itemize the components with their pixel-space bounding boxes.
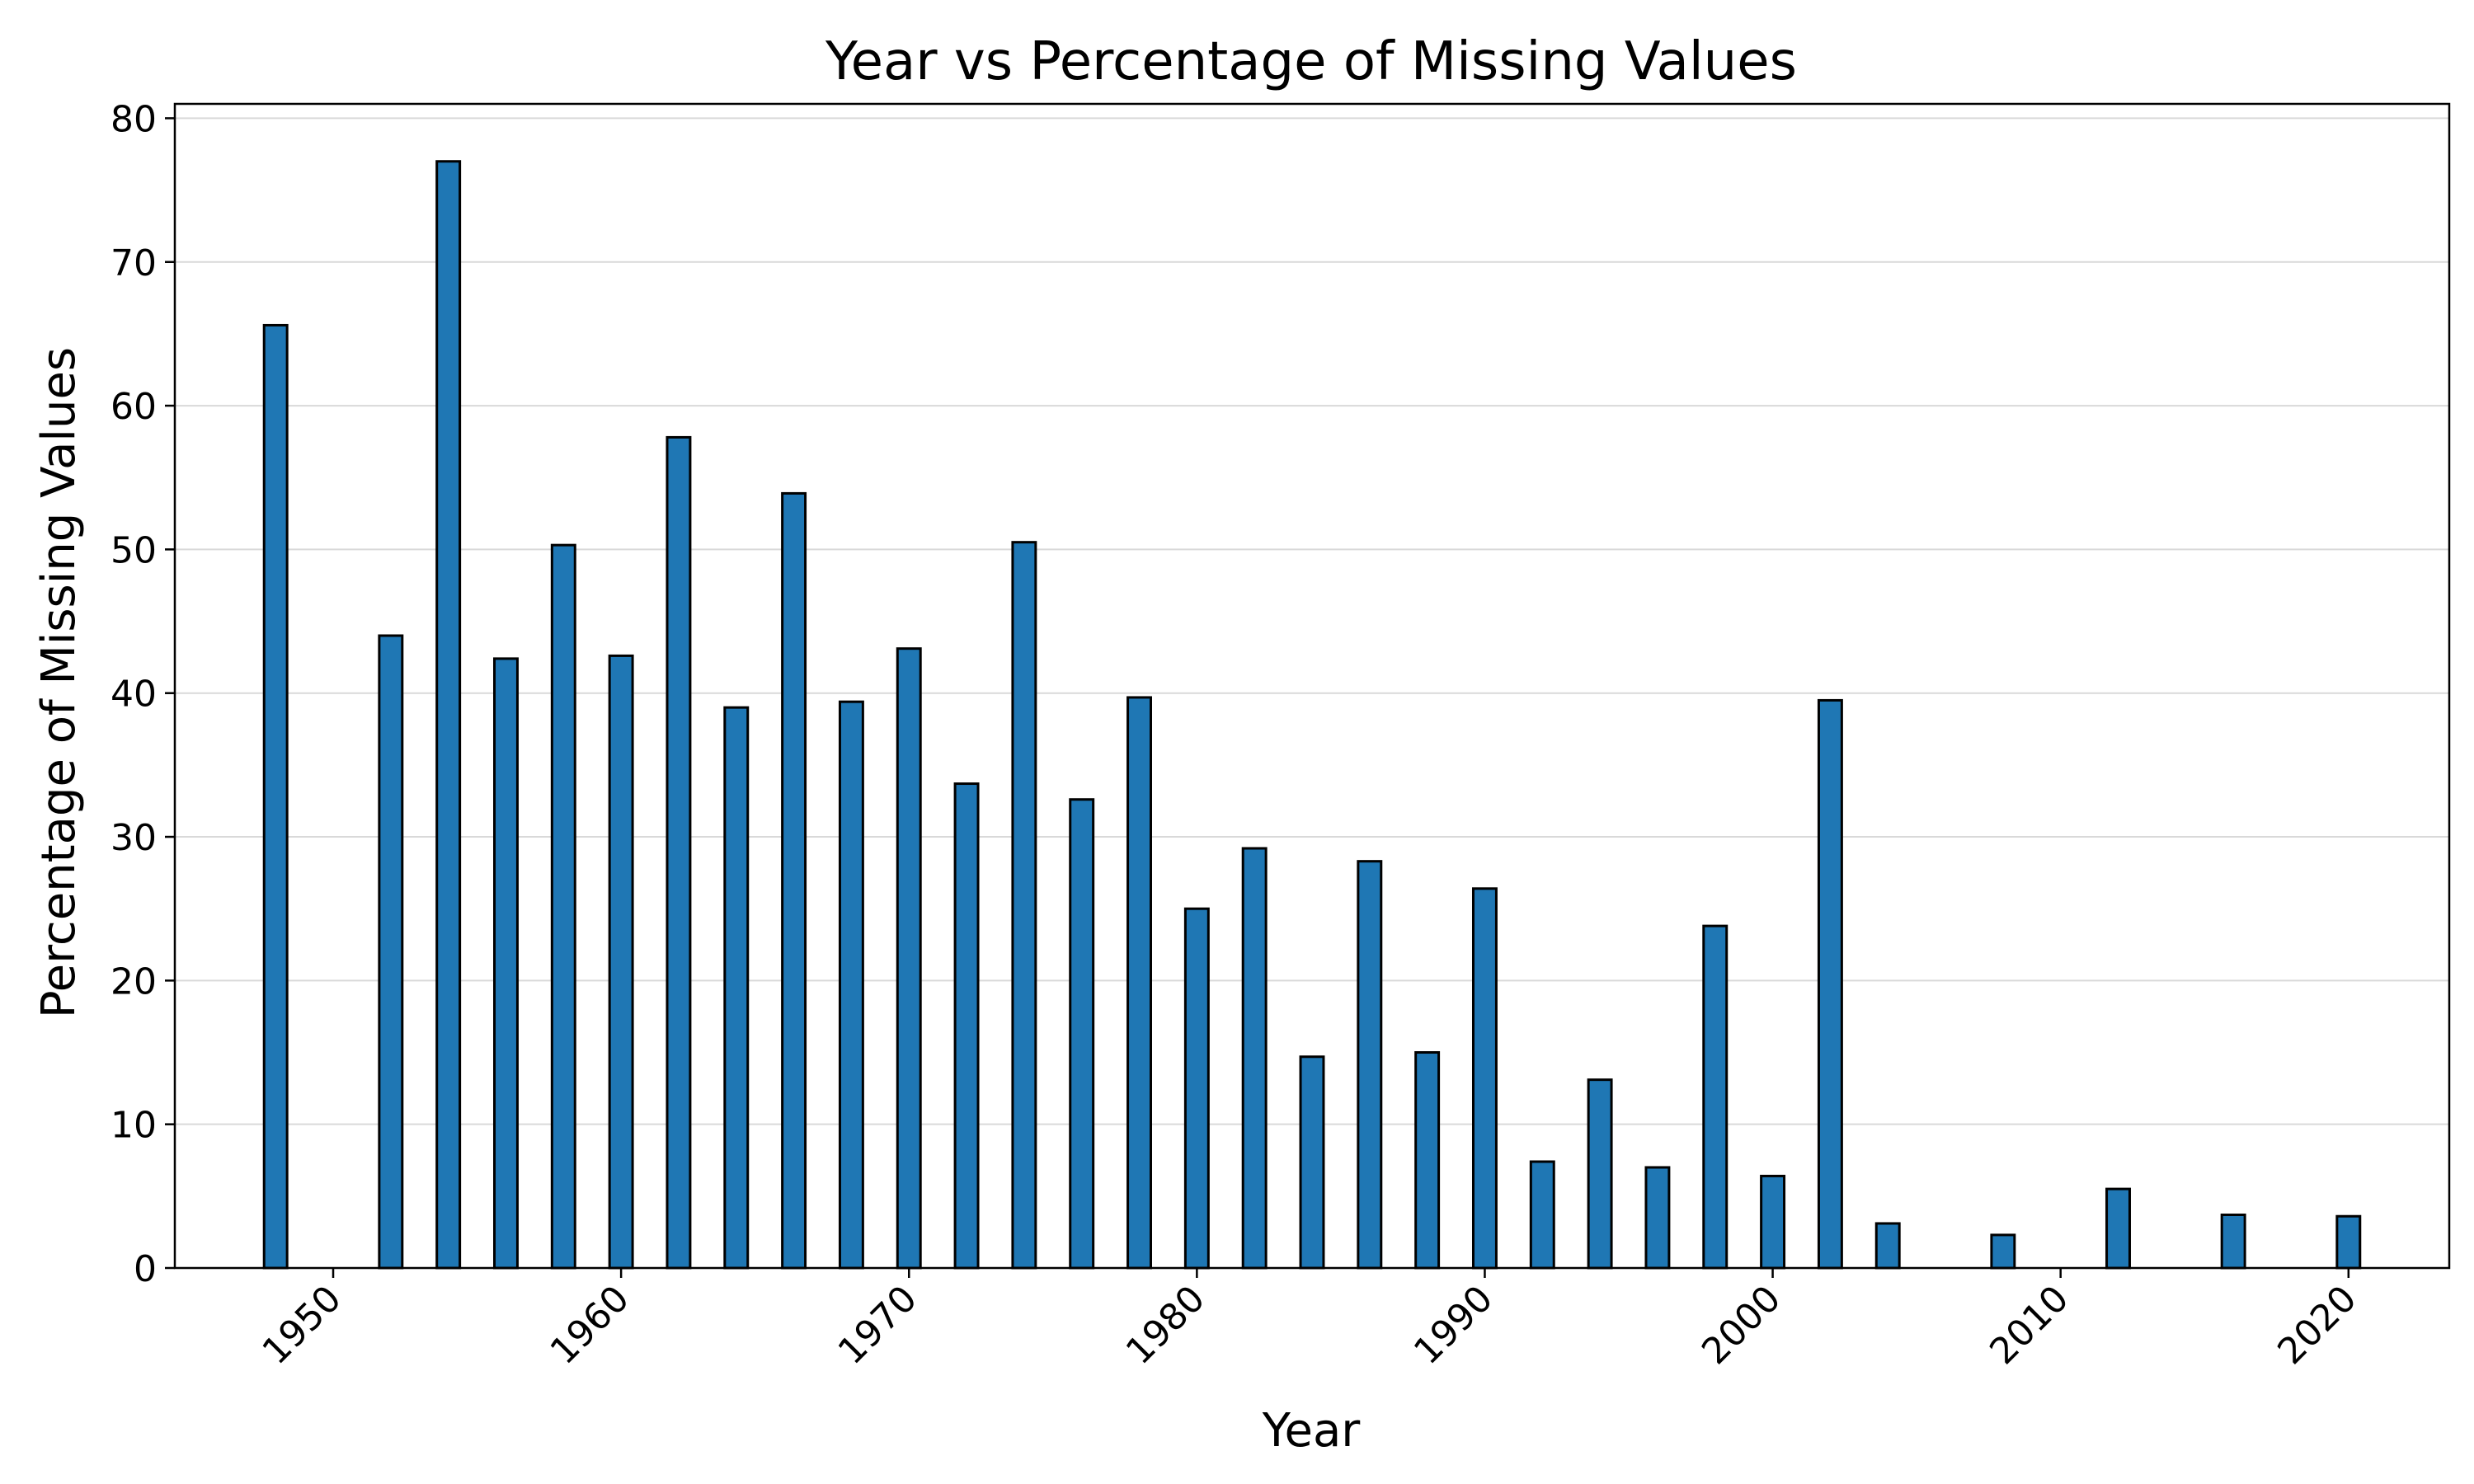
- bar-1948: [262, 323, 289, 1270]
- bar-1990: [1472, 887, 1498, 1270]
- bar-2002: [1817, 698, 1843, 1270]
- bar-1958: [550, 543, 576, 1270]
- bar-1992: [1529, 1160, 1555, 1270]
- y-tick-label-60: 60: [111, 386, 157, 428]
- bar-1954: [435, 160, 462, 1270]
- y-tick-label-70: 70: [111, 242, 157, 284]
- bar-2004: [1874, 1222, 1901, 1270]
- y-tick-label-10: 10: [111, 1105, 157, 1147]
- bar-1974: [1011, 541, 1037, 1270]
- y-tick-label-40: 40: [111, 674, 157, 716]
- bar-1960: [608, 654, 634, 1270]
- bar-2016: [2220, 1214, 2246, 1270]
- bar-1996: [1644, 1166, 1671, 1270]
- y-tick-label-20: 20: [111, 960, 157, 1003]
- bar-1998: [1702, 924, 1729, 1270]
- bar-1994: [1587, 1078, 1613, 1270]
- bar-1964: [723, 706, 750, 1270]
- x-axis-label: Year: [1262, 1404, 1362, 1458]
- bar-1980: [1183, 907, 1210, 1270]
- bar-1982: [1241, 847, 1268, 1270]
- y-tick-label-0: 0: [134, 1248, 157, 1290]
- y-tick-label-30: 30: [111, 817, 157, 859]
- plot-area-frame: [173, 102, 2451, 1270]
- bar-2000: [1760, 1174, 1786, 1270]
- bar-1988: [1414, 1051, 1441, 1270]
- y-axis-label: Percentage of Missing Values: [32, 347, 86, 1018]
- y-tick-label-80: 80: [111, 98, 157, 140]
- bar-1970: [896, 647, 922, 1270]
- bar-2008: [1990, 1233, 2016, 1270]
- bar-2020: [2335, 1214, 2362, 1270]
- bar-1984: [1299, 1055, 1325, 1270]
- bar-1972: [953, 782, 980, 1270]
- bar-1952: [378, 634, 404, 1270]
- chart-title: Year vs Percentage of Missing Values: [825, 31, 1797, 92]
- bar-2012: [2105, 1187, 2131, 1270]
- bar-1962: [666, 435, 692, 1270]
- bar-1968: [838, 700, 864, 1270]
- bar-1956: [493, 657, 519, 1270]
- bar-1986: [1357, 860, 1383, 1270]
- bar-1978: [1126, 696, 1152, 1270]
- y-axis-ticks: 0 10 20 30 40 50 60 70 80: [111, 98, 175, 1290]
- bar-1976: [1069, 798, 1095, 1270]
- y-tick-label-50: 50: [111, 529, 157, 571]
- bar-1966: [781, 491, 807, 1270]
